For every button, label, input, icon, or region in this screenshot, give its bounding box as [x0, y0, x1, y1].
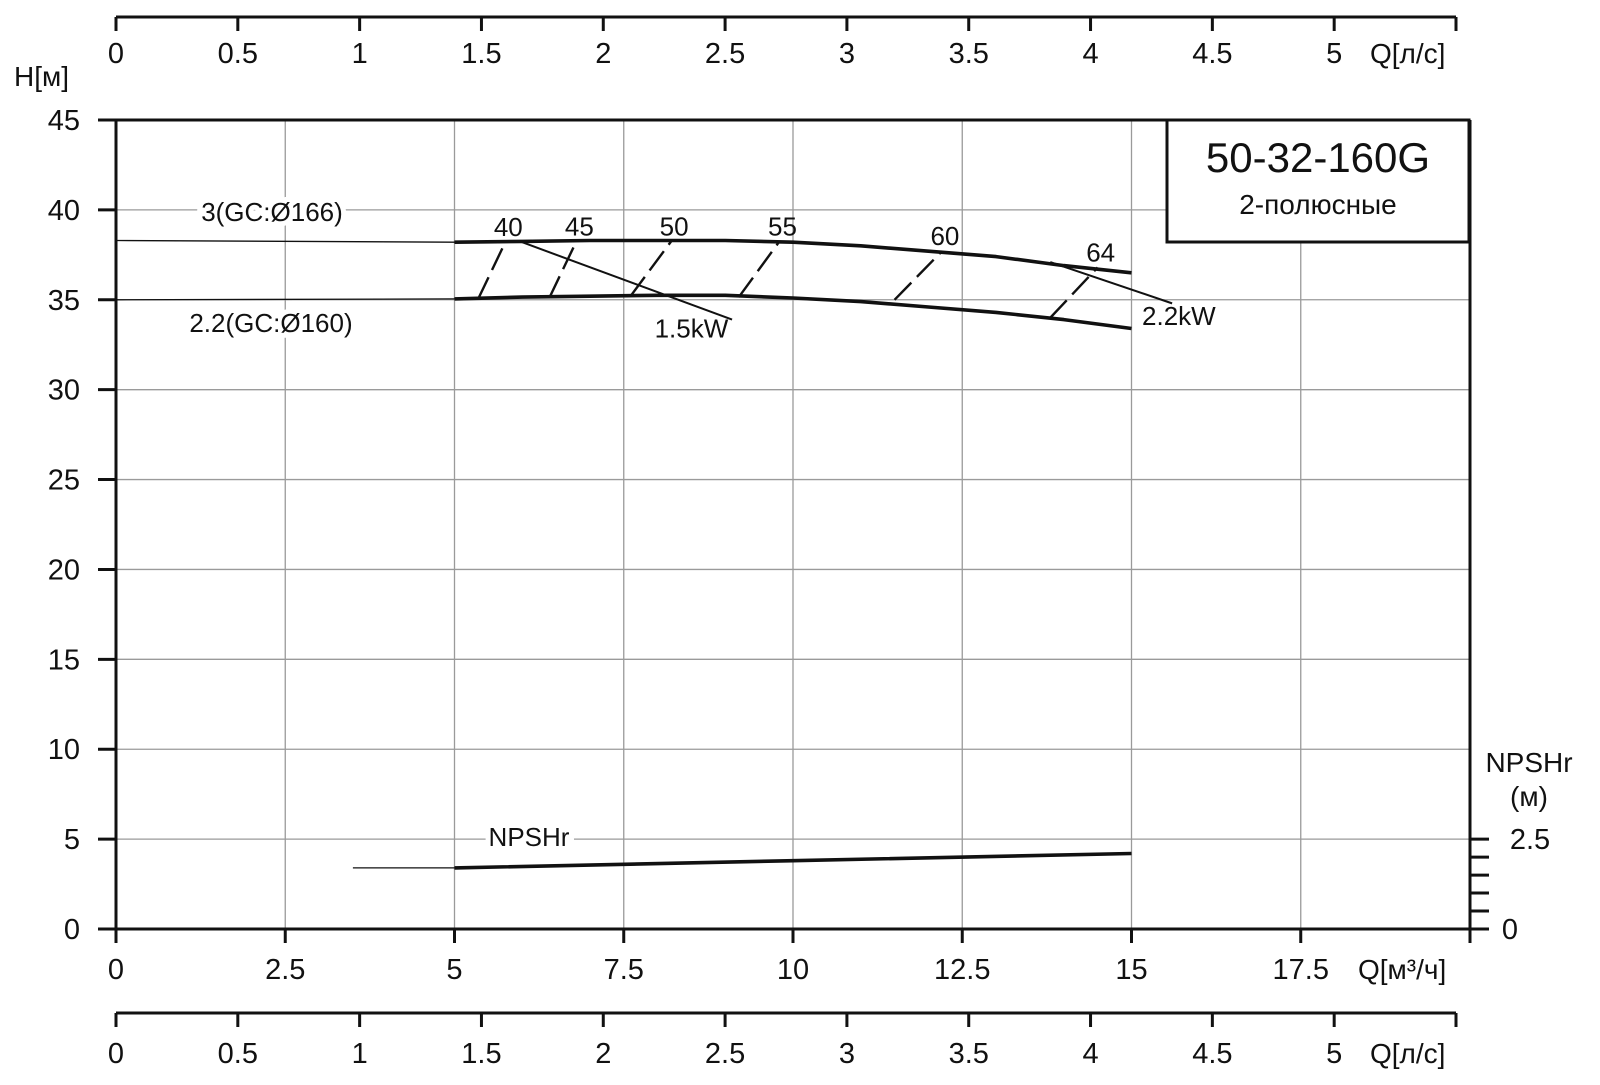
top-tick-label: 1 — [352, 38, 368, 70]
top-tick-label: 2 — [595, 38, 611, 70]
efficiency-label: 40 — [494, 212, 523, 242]
series-line — [454, 238, 1132, 275]
efficiency-line — [629, 240, 673, 297]
power-label: 1.5kW — [655, 314, 729, 344]
efficiency-line — [737, 240, 781, 298]
top-tick-label: 3 — [839, 38, 855, 70]
efficiency-line — [1049, 266, 1099, 319]
bottom-axis-label: Q[л/с] — [1370, 1038, 1445, 1069]
series-label: 2.2(GC:Ø160) — [189, 308, 352, 338]
efficiency-label: 55 — [768, 211, 797, 241]
efficiency-label: 64 — [1086, 237, 1115, 267]
efficiency-label: 50 — [660, 211, 689, 241]
bottom-tick-label: 1.5 — [461, 1038, 501, 1070]
axes — [98, 15, 1489, 1027]
chart-title: 50-32-160G — [1206, 134, 1430, 181]
top-tick-label: 2.5 — [705, 38, 745, 70]
bottom-tick-label: 1 — [352, 1038, 368, 1070]
top-tick-label: 1.5 — [461, 38, 501, 70]
efficiency-line — [548, 240, 578, 299]
x-tick-label: 17.5 — [1273, 954, 1329, 986]
y-tick-label: 25 — [48, 465, 80, 497]
y-tick-label: 20 — [48, 554, 80, 586]
efficiency-label: 45 — [565, 211, 594, 241]
y-tick-label: 40 — [48, 195, 80, 227]
bottom-tick-label: 4.5 — [1192, 1038, 1232, 1070]
npsh-tick-label: 0 — [1502, 914, 1518, 946]
bottom-tick-label: 2.5 — [705, 1038, 745, 1070]
power-label: 2.2kW — [1142, 301, 1216, 331]
bottom-tick-label: 3.5 — [949, 1038, 989, 1070]
series-label: 3(GC:Ø166) — [201, 197, 343, 227]
x-tick-label: 2.5 — [265, 954, 305, 986]
x-axis-label: Q[м³/ч] — [1358, 954, 1446, 985]
npsh-axis-label-line2: (м) — [1510, 781, 1548, 812]
y-tick-label: 30 — [48, 375, 80, 407]
series-line — [454, 851, 1132, 870]
bottom-tick-label: 3 — [839, 1038, 855, 1070]
y-tick-label: 35 — [48, 285, 80, 317]
x-tick-label: 15 — [1115, 954, 1147, 986]
bottom-tick-label: 0 — [108, 1038, 124, 1070]
y-tick-label: 5 — [64, 824, 80, 856]
chart-subtitle: 2-полюсные — [1239, 189, 1397, 220]
top-axis-label: Q[л/с] — [1370, 38, 1445, 69]
y-tick-label: 45 — [48, 105, 80, 137]
title-box — [1165, 118, 1471, 244]
top-tick-label: 3.5 — [949, 38, 989, 70]
bottom-tick-label: 2 — [595, 1038, 611, 1070]
efficiency-label: 60 — [930, 221, 959, 251]
y-tick-label: 15 — [48, 644, 80, 676]
series-label: NPSHr — [489, 822, 570, 852]
bottom-tick-label: 0.5 — [218, 1038, 258, 1070]
curves — [115, 238, 1173, 870]
power-leader-line — [521, 241, 733, 321]
bottom-tick-label: 5 — [1326, 1038, 1342, 1070]
bottom-tick-label: 4 — [1082, 1038, 1098, 1070]
y-axis-label: H[м] — [14, 61, 69, 92]
series-extrapolation-line — [115, 239, 455, 243]
top-tick-label: 5 — [1326, 38, 1342, 70]
efficiency-line — [477, 241, 507, 300]
y-tick-label: 10 — [48, 734, 80, 766]
x-tick-label: 7.5 — [604, 954, 644, 986]
npsh-axis-label-line1: NPSHr — [1485, 747, 1572, 778]
top-tick-label: 4.5 — [1192, 38, 1232, 70]
efficiency-line — [893, 250, 943, 301]
power-leader-line — [1049, 261, 1173, 305]
top-tick-label: 0.5 — [218, 38, 258, 70]
series-line — [454, 293, 1132, 331]
x-tick-label: 12.5 — [934, 954, 990, 986]
series-extrapolation-line — [115, 298, 455, 301]
top-tick-label: 4 — [1082, 38, 1098, 70]
npsh-tick-label: 2.5 — [1510, 824, 1550, 856]
top-tick-label: 0 — [108, 38, 124, 70]
x-tick-label: 5 — [446, 954, 462, 986]
x-tick-label: 10 — [777, 954, 809, 986]
y-tick-label: 0 — [64, 914, 80, 946]
x-tick-label: 0 — [108, 954, 124, 986]
